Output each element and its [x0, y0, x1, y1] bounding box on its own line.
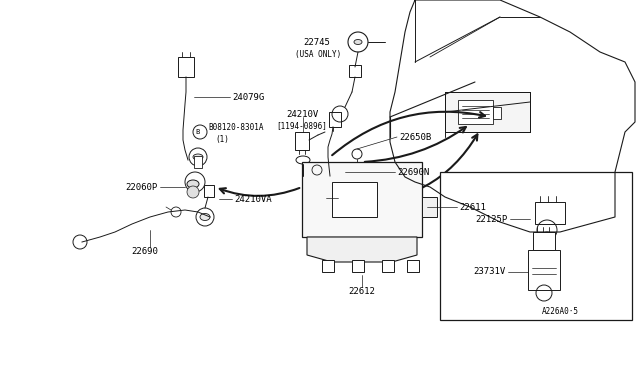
Ellipse shape — [541, 232, 552, 240]
FancyArrowPatch shape — [353, 134, 477, 202]
Bar — [535, 202, 565, 224]
FancyArrowPatch shape — [365, 127, 466, 162]
Text: 22125P: 22125P — [476, 215, 508, 224]
Text: 24079G: 24079G — [232, 93, 264, 102]
Text: 24210V: 24210V — [286, 109, 318, 119]
Text: 22060P: 22060P — [125, 183, 158, 192]
Bar — [352, 260, 364, 272]
Bar — [445, 92, 530, 132]
Text: B: B — [196, 129, 200, 135]
Bar — [349, 65, 361, 77]
Ellipse shape — [193, 154, 203, 160]
Text: B08120-8301A: B08120-8301A — [208, 122, 264, 131]
Ellipse shape — [200, 214, 210, 221]
Text: 22611: 22611 — [459, 202, 486, 212]
Text: (1): (1) — [215, 135, 229, 144]
Bar — [422, 197, 437, 217]
Ellipse shape — [187, 180, 199, 188]
Bar — [440, 172, 632, 320]
FancyArrowPatch shape — [220, 188, 300, 196]
Ellipse shape — [354, 39, 362, 45]
Circle shape — [187, 186, 199, 198]
Text: 24210VA: 24210VA — [234, 195, 271, 203]
Bar — [407, 260, 419, 272]
Bar — [204, 185, 214, 197]
FancyArrowPatch shape — [332, 112, 485, 155]
Ellipse shape — [325, 184, 335, 190]
Bar — [178, 57, 194, 77]
Bar — [194, 156, 202, 168]
Text: 22690N: 22690N — [397, 167, 429, 176]
Bar — [493, 107, 501, 119]
Bar — [302, 162, 422, 237]
Text: 22745: 22745 — [303, 38, 330, 46]
Bar — [332, 182, 377, 217]
Text: A226A0·5: A226A0·5 — [541, 308, 579, 317]
Ellipse shape — [296, 156, 310, 164]
Bar — [528, 250, 560, 290]
Bar — [533, 232, 555, 250]
Bar — [458, 100, 493, 124]
Bar — [295, 132, 309, 150]
Text: (USA ONLY): (USA ONLY) — [295, 49, 341, 58]
Text: 22650B: 22650B — [399, 132, 431, 141]
Text: 23731V: 23731V — [474, 267, 506, 276]
Bar — [322, 260, 334, 272]
Bar — [382, 260, 394, 272]
Polygon shape — [307, 237, 417, 262]
Bar — [326, 186, 334, 198]
Text: 22690: 22690 — [132, 247, 159, 257]
Text: [1194-0896]: [1194-0896] — [276, 122, 328, 131]
Text: 22612: 22612 — [349, 288, 376, 296]
Bar — [329, 112, 341, 127]
